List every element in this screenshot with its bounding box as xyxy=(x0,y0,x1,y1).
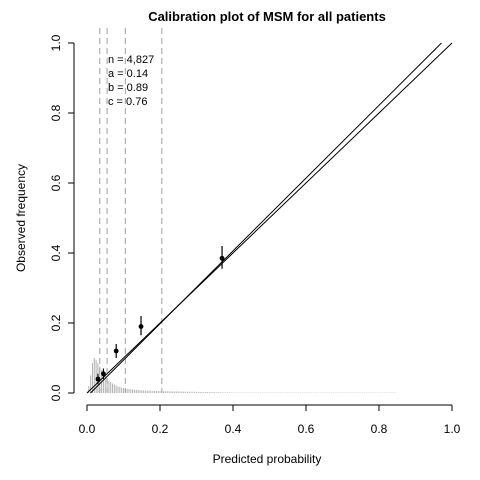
axes: 0.0 0.2 0.4 0.6 0.8 1.0 0.0 0.2 0.4 0.6 0.8 1.0 xyxy=(49,34,461,436)
x-tick-label: 0.6 xyxy=(298,422,315,436)
reference-diagonal xyxy=(86,42,453,394)
x-axis-label: Predicted probability xyxy=(213,452,322,466)
y-tick-label: 0.2 xyxy=(49,314,63,331)
calibration-point xyxy=(101,371,106,377)
stat-line: n = 4,827 xyxy=(108,54,154,66)
calibration-points xyxy=(95,246,225,385)
y-tick-label: 1.0 xyxy=(49,34,63,51)
spike-histogram xyxy=(88,358,396,393)
y-tick-label: 0.4 xyxy=(49,244,63,261)
x-tick-label: 1.0 xyxy=(444,422,461,436)
x-tick-label: 0.0 xyxy=(79,422,96,436)
chart-title: Calibration plot of MSM for all patients xyxy=(148,9,386,24)
calibration-point xyxy=(138,324,144,329)
stat-line: b = 0.89 xyxy=(108,82,148,94)
x-tick-label: 0.8 xyxy=(371,422,388,436)
y-tick-label: 0.6 xyxy=(49,174,63,191)
group-cutpoint-lines xyxy=(99,28,163,393)
calibration-point xyxy=(95,376,101,382)
calibration-fit-line xyxy=(90,42,442,394)
y-axis-label: Observed frequency xyxy=(14,164,28,272)
x-tick-label: 0.2 xyxy=(152,422,169,436)
stats-annotation: n = 4,827 a = 0.14 b = 0.89 c = 0.76 xyxy=(108,54,154,108)
y-tick-label: 0.0 xyxy=(49,384,63,401)
calibration-point xyxy=(113,348,119,354)
y-tick-label: 0.8 xyxy=(49,104,63,121)
stat-line: a = 0.14 xyxy=(108,68,148,80)
calibration-lines xyxy=(86,42,453,394)
x-tick-label: 0.4 xyxy=(225,422,242,436)
calibration-point xyxy=(219,255,225,261)
stat-line: c = 0.76 xyxy=(108,96,147,108)
